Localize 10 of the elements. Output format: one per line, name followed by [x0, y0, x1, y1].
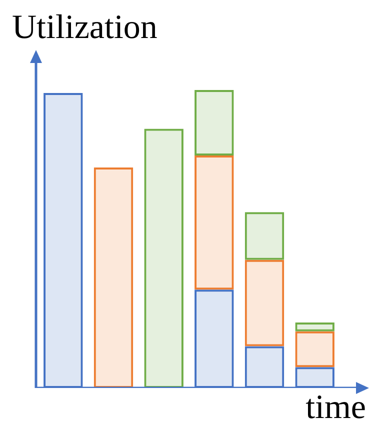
bar: [194, 156, 234, 290]
bar: [244, 260, 284, 346]
bar: [194, 90, 234, 156]
y-axis-title: Utilization: [12, 8, 158, 48]
x-axis-title: time: [306, 388, 366, 428]
bar: [295, 322, 334, 332]
bar: [295, 331, 334, 368]
bar: [244, 212, 284, 260]
bar: [94, 167, 134, 388]
bar: [144, 128, 184, 388]
